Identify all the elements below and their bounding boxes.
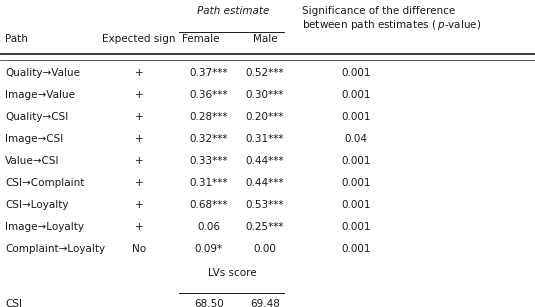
Text: 68.50: 68.50 (194, 299, 224, 307)
Text: LVs score: LVs score (209, 268, 257, 278)
Text: 0.06: 0.06 (197, 222, 220, 232)
Text: Quality→Value: Quality→Value (5, 68, 80, 78)
Text: Image→Loyalty: Image→Loyalty (5, 222, 85, 232)
Text: 0.52***: 0.52*** (246, 68, 284, 78)
Text: 0.001: 0.001 (341, 90, 371, 100)
Text: CSI→Loyalty: CSI→Loyalty (5, 200, 69, 210)
Text: 0.09*: 0.09* (195, 244, 223, 255)
Text: 0.37***: 0.37*** (189, 68, 228, 78)
Text: Male: Male (253, 34, 277, 44)
Text: +: + (135, 134, 143, 144)
Text: 69.48: 69.48 (250, 299, 280, 307)
Text: +: + (135, 178, 143, 188)
Text: 0.31***: 0.31*** (189, 178, 228, 188)
Text: Path: Path (5, 34, 28, 44)
Text: CSI→Complaint: CSI→Complaint (5, 178, 85, 188)
Text: No: No (132, 244, 146, 255)
Text: +: + (135, 156, 143, 166)
Text: 0.001: 0.001 (341, 222, 371, 232)
Text: 0.44***: 0.44*** (246, 178, 284, 188)
Text: Quality→CSI: Quality→CSI (5, 112, 68, 122)
Text: 0.28***: 0.28*** (189, 112, 228, 122)
Text: 0.31***: 0.31*** (246, 134, 284, 144)
Text: 0.53***: 0.53*** (246, 200, 284, 210)
Text: 0.001: 0.001 (341, 178, 371, 188)
Text: 0.001: 0.001 (341, 156, 371, 166)
Text: +: + (135, 200, 143, 210)
Text: Significance of the difference
between path estimates ( $p$-value): Significance of the difference between p… (302, 6, 482, 32)
Text: 0.32***: 0.32*** (189, 134, 228, 144)
Text: +: + (135, 68, 143, 78)
Text: Image→CSI: Image→CSI (5, 134, 64, 144)
Text: Complaint→Loyalty: Complaint→Loyalty (5, 244, 105, 255)
Text: 0.001: 0.001 (341, 244, 371, 255)
Text: Expected sign: Expected sign (102, 34, 176, 44)
Text: 0.001: 0.001 (341, 200, 371, 210)
Text: 0.30***: 0.30*** (246, 90, 284, 100)
Text: 0.68***: 0.68*** (189, 200, 228, 210)
Text: CSI: CSI (5, 299, 22, 307)
Text: Female: Female (182, 34, 219, 44)
Text: 0.001: 0.001 (341, 112, 371, 122)
Text: 0.25***: 0.25*** (246, 222, 284, 232)
Text: 0.20***: 0.20*** (246, 112, 284, 122)
Text: 0.33***: 0.33*** (189, 156, 228, 166)
Text: +: + (135, 112, 143, 122)
Text: 0.36***: 0.36*** (189, 90, 228, 100)
Text: 0.04: 0.04 (345, 134, 367, 144)
Text: +: + (135, 222, 143, 232)
Text: Value→CSI: Value→CSI (5, 156, 60, 166)
Text: +: + (135, 90, 143, 100)
Text: 0.00: 0.00 (254, 244, 276, 255)
Text: 0.44***: 0.44*** (246, 156, 284, 166)
Text: 0.001: 0.001 (341, 68, 371, 78)
Text: Path estimate: Path estimate (196, 6, 269, 16)
Text: Image→Value: Image→Value (5, 90, 75, 100)
